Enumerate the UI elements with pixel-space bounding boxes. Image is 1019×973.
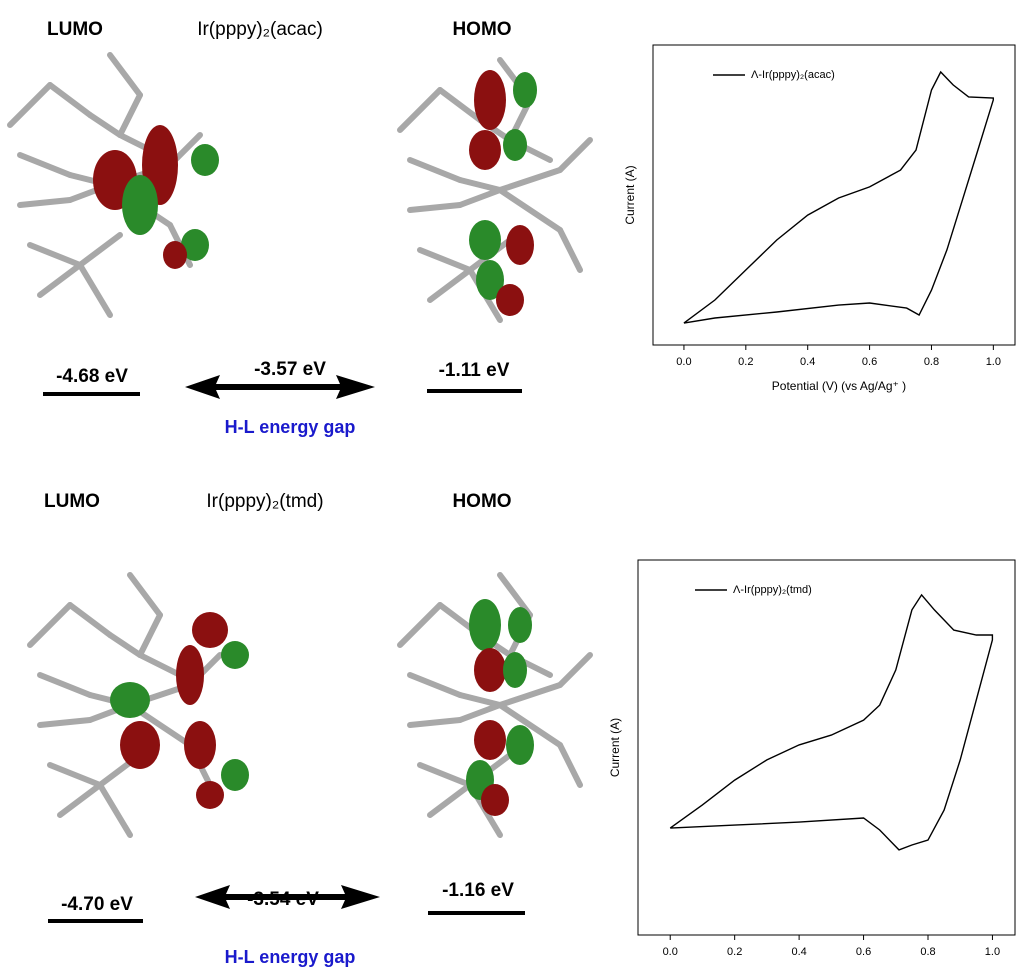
gap-label: H-L energy gap: [225, 947, 356, 967]
x-tick-label: 0.8: [924, 356, 939, 368]
gap-label: H-L energy gap: [225, 417, 356, 437]
figure: LUMO Ir(pppy)₂(acac) HOMO -4.68 eV -3.57…: [0, 0, 1019, 968]
plot-frame: [638, 560, 1015, 935]
x-tick-label: 0.2: [727, 946, 742, 958]
compound-label: Ir(pppy)₂(acac): [197, 19, 323, 40]
compound-label: Ir(pppy)₂(tmd): [206, 491, 323, 512]
homo-energy: -1.16 eV: [442, 880, 514, 901]
homo-energy: -1.11 eV: [439, 360, 510, 381]
molecule-lumo-2: [30, 575, 249, 835]
y-axis-label: Current (A): [623, 165, 637, 224]
lumo-energy: -4.68 eV: [56, 366, 128, 387]
x-tick-label: 0.8: [920, 946, 935, 958]
lumo-energy: -4.70 eV: [61, 894, 133, 915]
homo-label: HOMO: [452, 19, 511, 40]
molecule-homo-1: [400, 60, 590, 320]
molecule-lumo-1: [10, 55, 219, 315]
homo-label: HOMO: [452, 491, 511, 512]
x-tick-label: 0.6: [862, 356, 877, 368]
cv-curve: [670, 595, 992, 850]
x-tick-label: 0.4: [800, 356, 815, 368]
x-axis-label: Potential (V) (vs Ag/Ag⁺ ): [772, 379, 906, 393]
x-tick-label: 0.2: [738, 356, 753, 368]
y-axis-label: Current (A): [608, 718, 622, 777]
cv-curve: [684, 72, 993, 323]
x-tick-label: 1.0: [985, 946, 1000, 958]
x-tick-label: 1.0: [986, 356, 1001, 368]
x-tick-label: 0.6: [856, 946, 871, 958]
x-tick-label: 0.0: [676, 356, 691, 368]
legend-label: Λ-Ir(pppy)₂(tmd): [733, 584, 812, 596]
lumo-label: LUMO: [47, 19, 103, 40]
legend-label: Λ-Ir(pppy)₂(acac): [751, 69, 835, 81]
molecule-homo-2: [400, 575, 590, 835]
x-tick-label: 0.0: [663, 946, 678, 958]
lumo-label: LUMO: [44, 491, 100, 512]
x-tick-label: 0.4: [791, 946, 806, 958]
gap-energy: -3.57 eV: [254, 359, 326, 380]
